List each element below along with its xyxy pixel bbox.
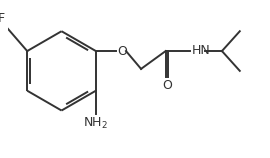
Text: O: O xyxy=(162,79,172,92)
Text: NH$_2$: NH$_2$ xyxy=(83,116,108,131)
Text: HN: HN xyxy=(191,44,210,57)
Text: F: F xyxy=(0,12,5,25)
Text: O: O xyxy=(117,45,127,58)
